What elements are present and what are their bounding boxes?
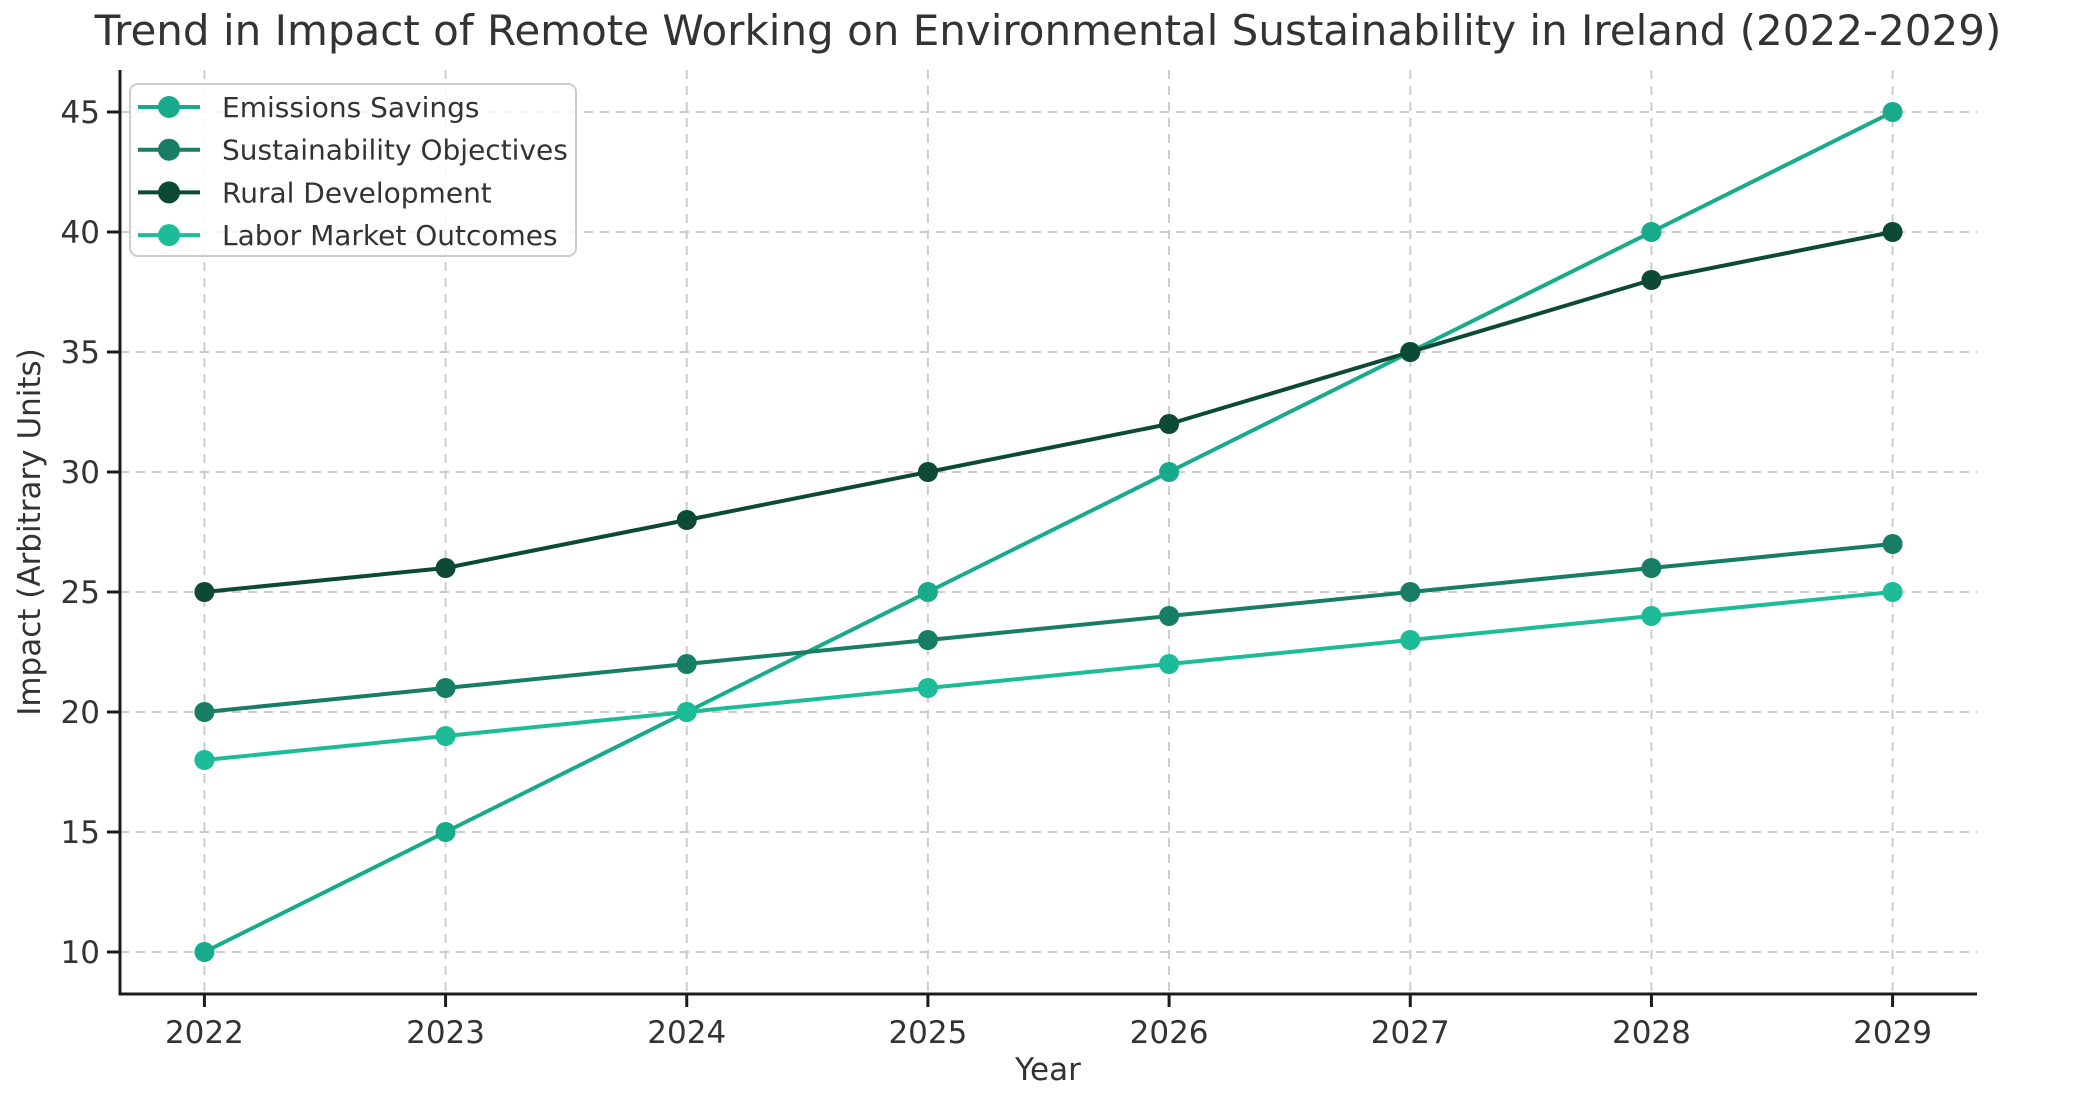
- chart-title: Trend in Impact of Remote Working on Env…: [94, 6, 2002, 55]
- series-marker-emissions-savings: [1159, 462, 1180, 482]
- y-tick-label: 30: [61, 455, 100, 491]
- series-marker-labor-market-outcomes: [917, 678, 938, 698]
- x-tick-label: 2024: [647, 1015, 726, 1051]
- legend-swatch-marker: [158, 138, 180, 161]
- x-tick-label: 2029: [1853, 1015, 1932, 1051]
- y-tick-label: 35: [61, 335, 100, 371]
- y-tick-label: 45: [61, 95, 100, 131]
- series-marker-rural-development: [194, 582, 215, 602]
- legend-box: [129, 83, 577, 257]
- legend-label-labor-market-outcomes: Labor Market Outcomes: [222, 219, 558, 252]
- series-marker-labor-market-outcomes: [1400, 630, 1421, 650]
- series-marker-sustainability-objectives: [676, 654, 697, 674]
- series-marker-labor-market-outcomes: [676, 702, 697, 722]
- series-marker-labor-market-outcomes: [1882, 582, 1903, 602]
- y-tick-label: 10: [61, 935, 100, 971]
- x-tick-label: 2022: [165, 1015, 244, 1051]
- x-tick-label: 2023: [406, 1015, 485, 1051]
- series-line-sustainability-objectives: [204, 542, 1893, 714]
- series-marker-sustainability-objectives: [1159, 606, 1180, 626]
- y-tick-label: 20: [61, 695, 100, 731]
- legend-swatch-marker: [158, 224, 180, 247]
- series-marker-labor-market-outcomes: [435, 726, 456, 746]
- series-marker-labor-market-outcomes: [1641, 606, 1662, 626]
- series-line-emissions-savings: [203, 110, 1894, 954]
- series-line-rural-development: [204, 230, 1893, 594]
- x-tick-label: 2027: [1371, 1015, 1450, 1051]
- series-marker-sustainability-objectives: [1882, 534, 1903, 554]
- legend-label-emissions-savings: Emissions Savings: [222, 91, 479, 124]
- series-marker-rural-development: [1159, 414, 1180, 434]
- series-marker-sustainability-objectives: [194, 702, 215, 722]
- series-marker-sustainability-objectives: [1641, 558, 1662, 578]
- x-axis-label: Year: [1015, 1052, 1081, 1088]
- x-tick-label: 2025: [888, 1015, 967, 1051]
- series-marker-sustainability-objectives: [1400, 582, 1421, 602]
- y-tick-label: 25: [61, 575, 100, 611]
- series-marker-labor-market-outcomes: [1159, 654, 1180, 674]
- series-marker-emissions-savings: [1641, 222, 1662, 242]
- y-tick-label: 40: [61, 215, 100, 251]
- series-line-labor-market-outcomes: [204, 590, 1893, 762]
- legend-swatch-marker: [158, 181, 180, 204]
- series-marker-rural-development: [1641, 270, 1662, 290]
- series-marker-sustainability-objectives: [435, 678, 456, 698]
- legend-label-sustainability-objectives: Sustainability Objectives: [222, 134, 568, 167]
- legend-swatch-marker: [158, 96, 180, 118]
- series-marker-emissions-savings: [1882, 102, 1903, 122]
- series-marker-rural-development: [1400, 342, 1421, 362]
- series-marker-emissions-savings: [917, 582, 938, 602]
- series-marker-rural-development: [676, 510, 697, 530]
- series-marker-rural-development: [435, 558, 456, 578]
- series-marker-sustainability-objectives: [917, 630, 938, 650]
- y-axis-label: Impact (Arbitrary Units): [12, 348, 48, 716]
- series-marker-emissions-savings: [194, 942, 215, 962]
- series-marker-rural-development: [917, 462, 938, 482]
- y-tick-label: 15: [61, 815, 100, 851]
- legend-label-rural-development: Rural Development: [222, 176, 492, 209]
- series-marker-labor-market-outcomes: [194, 750, 215, 770]
- series-marker-emissions-savings: [435, 822, 456, 842]
- x-tick-label: 2028: [1612, 1015, 1691, 1051]
- series-marker-rural-development: [1882, 222, 1903, 242]
- x-tick-label: 2026: [1130, 1015, 1209, 1051]
